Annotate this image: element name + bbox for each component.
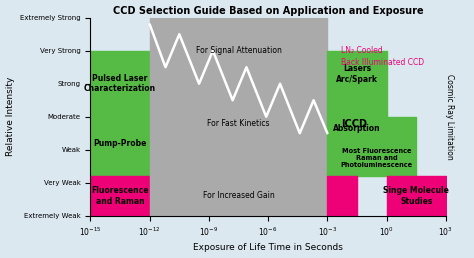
Text: Pump-Probe: Pump-Probe bbox=[93, 139, 147, 148]
Text: For Fast Kinetics: For Fast Kinetics bbox=[207, 119, 270, 128]
Title: CCD Selection Guide Based on Application and Exposure: CCD Selection Guide Based on Application… bbox=[113, 6, 423, 15]
Text: For Increased Gain: For Increased Gain bbox=[203, 191, 274, 200]
Text: Singe Molecule
Studies: Singe Molecule Studies bbox=[383, 186, 449, 206]
Text: Pulsed Laser
Characterization: Pulsed Laser Characterization bbox=[84, 74, 156, 93]
Text: Absorption: Absorption bbox=[333, 124, 381, 133]
Text: Lasers
Arc/Spark: Lasers Arc/Spark bbox=[336, 64, 378, 84]
Text: LN₂ Cooled
Back Illuminated CCD: LN₂ Cooled Back Illuminated CCD bbox=[341, 46, 424, 67]
Text: TE Cooled: TE Cooled bbox=[341, 95, 379, 104]
Text: Most Fluorescence
Raman and
Photoluminescence: Most Fluorescence Raman and Photolumines… bbox=[341, 148, 413, 168]
Text: ICCD: ICCD bbox=[341, 119, 367, 129]
X-axis label: Exposure of Life Time in Seconds: Exposure of Life Time in Seconds bbox=[193, 244, 343, 252]
Text: Fluorescence
and Raman: Fluorescence and Raman bbox=[91, 186, 149, 206]
Y-axis label: Cosmic Ray Limitation: Cosmic Ray Limitation bbox=[445, 74, 454, 160]
Y-axis label: Relative Intensity: Relative Intensity bbox=[6, 77, 15, 156]
Text: For Signal Attenuation: For Signal Attenuation bbox=[196, 46, 282, 55]
